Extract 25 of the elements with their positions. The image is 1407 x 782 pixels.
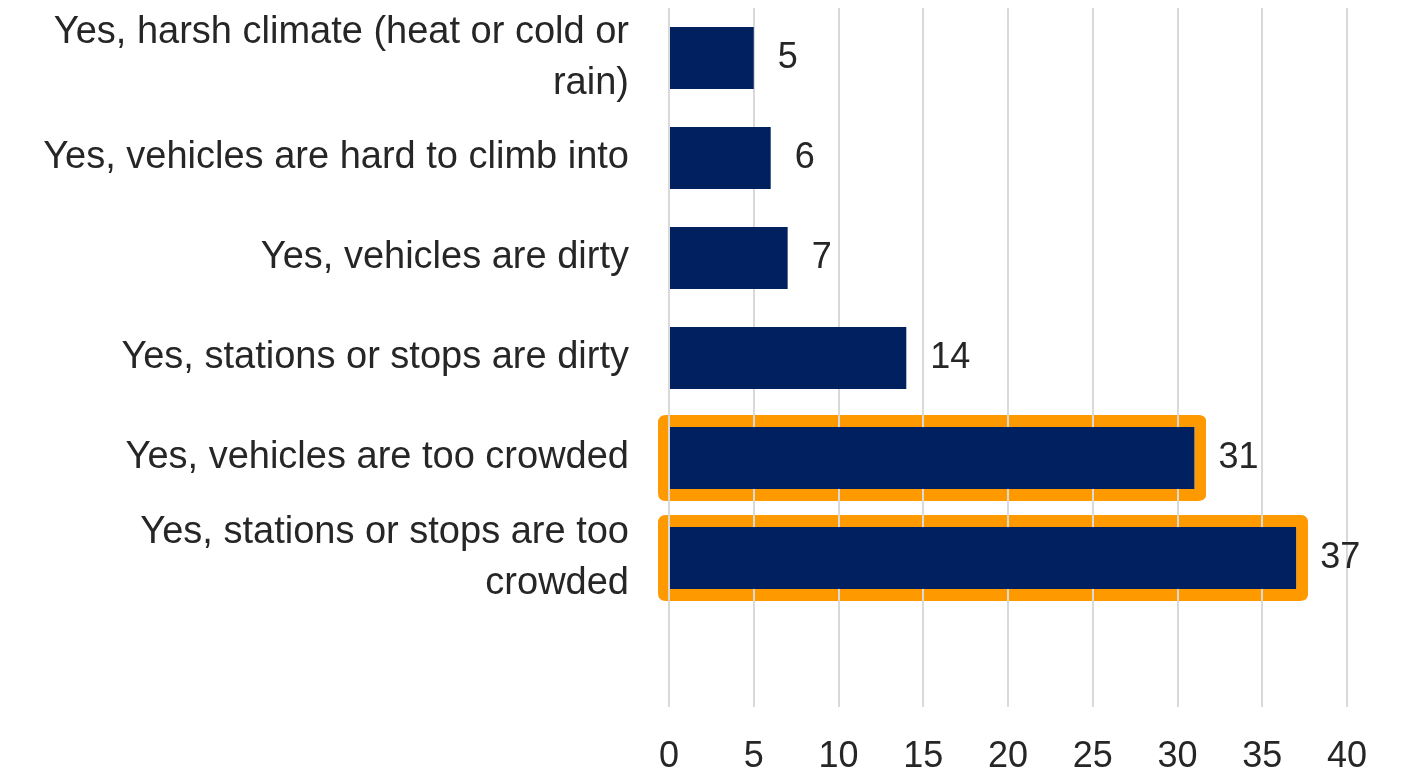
x-tick-label: 35 [1242,733,1283,775]
x-tick-label: 10 [818,733,859,775]
y-tick-label: Yes, vehicles are too crowded [125,434,629,477]
y-tick-label: Yes, vehicles are hard to climb into [43,134,629,177]
y-tick-label: Yes, stations or stops are dirty [121,334,629,377]
data-label: 7 [811,234,832,276]
data-label: 6 [794,134,815,176]
data-label: 37 [1320,534,1361,576]
data-label: 14 [930,334,971,376]
x-tick-label: 40 [1326,733,1368,775]
x-tick-label: 25 [1072,733,1113,775]
data-label: 5 [777,34,798,76]
bar [670,127,771,189]
x-tick-label: 20 [987,733,1029,775]
bar [670,327,907,389]
x-tick-label: 5 [743,733,764,775]
y-tick-label: Yes, vehicles are dirty [260,234,629,277]
bar [670,227,788,289]
y-tick-label: Yes, harsh climate (heat or cold or rain) [53,9,630,102]
x-tick-label: 30 [1157,733,1198,775]
x-tick-label: 15 [903,733,944,775]
x-tick-label: 0 [658,733,680,775]
bar [670,27,754,89]
y-tick-label: Yes, stations or stops are too crowded [140,509,629,602]
data-label: 31 [1218,434,1259,476]
